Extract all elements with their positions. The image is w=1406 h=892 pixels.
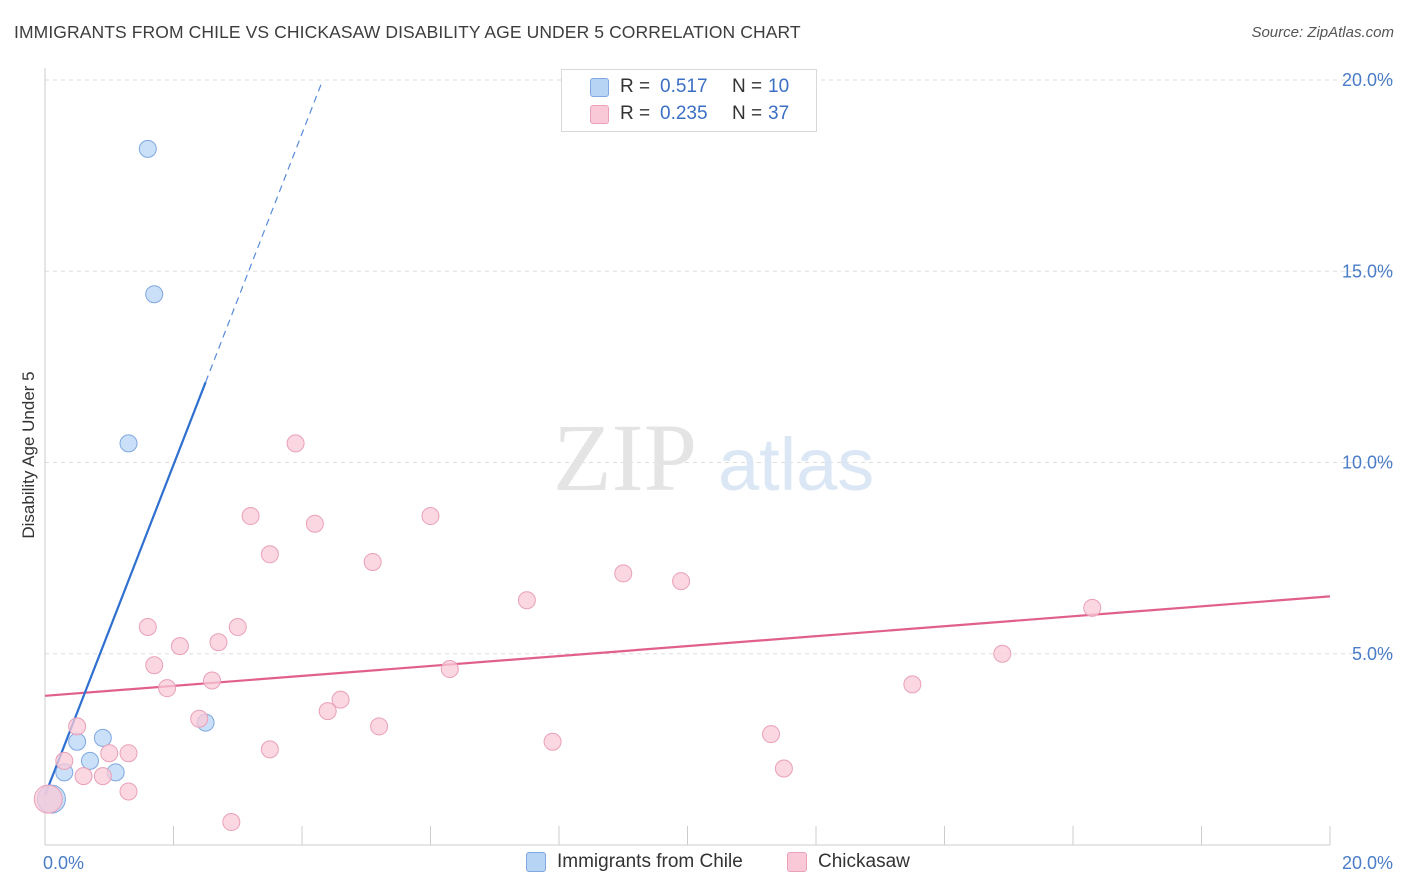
y-tick-labels: 5.0% 10.0% 15.0% 20.0%	[1342, 70, 1393, 664]
legend-n-value: 37	[768, 103, 790, 124]
data-point-chickasaw	[190, 709, 209, 728]
data-point-chickasaw	[260, 740, 279, 759]
data-point-chickasaw	[93, 767, 112, 786]
data-point-chickasaw	[260, 545, 279, 564]
data-point-chickasaw	[203, 671, 222, 690]
data-point-chickasaw	[100, 744, 119, 763]
data-point-chile	[145, 285, 164, 304]
watermark: ZIP atlas	[553, 404, 874, 511]
bottom-legend-swatch-chile	[526, 852, 546, 872]
data-point-chickasaw	[762, 725, 781, 744]
bottom-legend-label-chile: Immigrants from Chile	[557, 851, 743, 872]
watermark-atlas: atlas	[718, 423, 874, 506]
watermark-zip: ZIP	[553, 404, 697, 511]
data-point-chickasaw	[1083, 598, 1102, 617]
data-point-chickasaw	[74, 767, 93, 786]
legend-row-chickasaw: R = 0.235 N = 37	[620, 102, 789, 126]
bottom-legend-chickasaw: Chickasaw	[787, 851, 910, 873]
legend-swatch-chile	[590, 78, 609, 97]
data-point-chickasaw	[145, 656, 164, 675]
data-point-chile	[80, 751, 99, 770]
data-points	[33, 139, 1102, 832]
data-point-chickasaw	[614, 564, 633, 583]
data-point-chickasaw	[331, 690, 350, 709]
legend-n-value: 10	[768, 76, 790, 97]
legend-r-label: R =	[620, 76, 651, 97]
y-tick-label: 10.0%	[1342, 453, 1393, 473]
data-point-chile	[119, 434, 138, 453]
data-point-chickasaw	[209, 633, 228, 652]
data-point-chickasaw	[370, 717, 389, 736]
grid-lines	[45, 79, 1395, 655]
chart-title: IMMIGRANTS FROM CHILE VS CHICKASAW DISAB…	[14, 22, 801, 42]
trend-line-chickasaw	[44, 595, 1331, 697]
legend-swatch-chickasaw	[590, 105, 609, 124]
bottom-legend-chile: Immigrants from Chile	[526, 851, 743, 873]
legend-n-label: N =	[732, 103, 763, 124]
legend: R = 0.517 N = 10 R = 0.235 N = 37	[561, 69, 817, 132]
data-point-chile	[138, 139, 157, 158]
x-tick-label: 20.0%	[1342, 853, 1393, 873]
y-tick-label: 15.0%	[1342, 261, 1393, 281]
data-point-chickasaw	[68, 717, 87, 736]
x-tick-labels: 0.0% 20.0%	[43, 853, 1393, 873]
data-point-chile	[93, 728, 112, 747]
legend-row-chile: R = 0.517 N = 10	[620, 75, 789, 99]
source-label: Source: ZipAtlas.com	[1251, 24, 1394, 41]
y-tick-label: 5.0%	[1352, 644, 1393, 664]
data-point-chickasaw	[318, 702, 337, 721]
legend-r-value: 0.517	[660, 76, 708, 97]
data-point-chickasaw	[138, 617, 157, 636]
data-point-chickasaw	[774, 759, 793, 778]
data-point-chickasaw	[119, 782, 138, 801]
x-tick-label: 0.0%	[43, 853, 84, 873]
data-point-chickasaw	[421, 507, 440, 526]
data-point-chickasaw	[903, 675, 922, 694]
y-axis-label: Disability Age Under 5	[19, 371, 38, 538]
data-point-chile	[68, 732, 87, 751]
data-point-chickasaw	[55, 751, 74, 770]
data-point-chickasaw	[33, 784, 63, 814]
trend-line-chile-extension	[205, 83, 322, 383]
legend-r-value: 0.235	[660, 103, 708, 124]
data-point-chickasaw	[440, 660, 459, 679]
data-point-chickasaw	[228, 617, 247, 636]
data-point-chickasaw	[222, 813, 241, 832]
data-point-chickasaw	[119, 744, 138, 763]
data-point-chickasaw	[158, 679, 177, 698]
data-point-chickasaw	[672, 572, 691, 591]
bottom-legend-swatch-chickasaw	[787, 852, 807, 872]
data-point-chickasaw	[543, 732, 562, 751]
data-point-chickasaw	[170, 637, 189, 656]
bottom-legend-label-chickasaw: Chickasaw	[818, 851, 910, 872]
legend-r-label: R =	[620, 103, 651, 124]
data-point-chickasaw	[517, 591, 536, 610]
data-point-chickasaw	[241, 507, 260, 526]
y-tick-label: 20.0%	[1342, 70, 1393, 90]
data-point-chickasaw	[363, 552, 382, 571]
x-tick-marks	[44, 826, 1331, 845]
data-point-chickasaw	[993, 644, 1012, 663]
data-point-chickasaw	[305, 514, 324, 533]
data-point-chickasaw	[286, 434, 305, 453]
legend-n-label: N =	[732, 76, 763, 97]
